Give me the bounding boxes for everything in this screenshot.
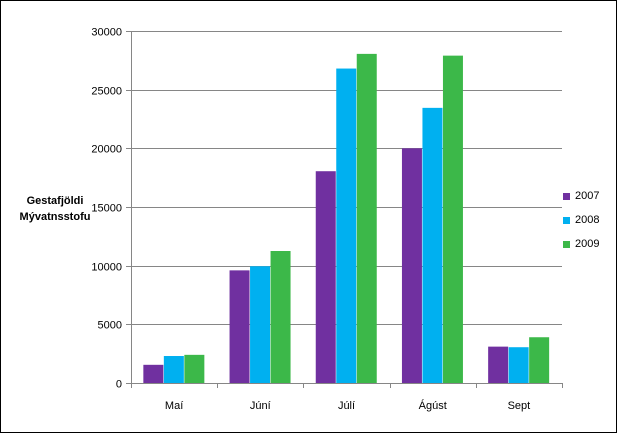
x-tick-label: Ágúst [419,399,447,412]
bar-2008-Ágúst [422,107,443,383]
legend-item-2008: 2008 [563,208,599,232]
bar-2007-Maí [143,364,164,383]
bar-2008-Júní [250,266,271,383]
x-tick-label: Maí [165,400,183,412]
bar-2008-Júlí [336,68,357,384]
bar-2009-Ágúst [442,55,463,383]
bar-2009-Júlí [356,53,377,383]
x-tick-label: Júlí [338,400,355,412]
y-tick-label: 30000 [91,27,122,39]
legend-label-2009: 2009 [575,238,600,250]
y-tick-label: 25000 [91,86,122,98]
legend-swatch-2008 [563,216,570,224]
bar-2007-Sept [488,346,509,383]
bar-2008-Maí [163,356,184,383]
y-tick-label: 20000 [91,144,122,156]
y-axis-label-line-1: Gestafjöldi [26,195,84,207]
bar-2009-Sept [529,337,550,383]
y-tick-label: 15000 [91,203,122,215]
legend-item-2009: 2009 [563,232,599,256]
y-axis-label: Gestafjöldi Mývatnsstofu [3,193,107,225]
legend-label-2008: 2008 [575,214,600,226]
legend-label-2007: 2007 [575,190,600,202]
legend-swatch-2009 [563,240,570,248]
bar-2007-Ágúst [401,148,422,383]
y-axis-label-line-2: Mývatnsstofu [19,211,91,223]
bar-2007-Júní [229,270,250,383]
bar-2009-Maí [184,354,205,383]
bar-2008-Sept [508,347,529,383]
x-tick-label: Júní [250,400,271,412]
y-tick-label: 10000 [91,262,122,274]
legend-swatch-2007 [563,192,570,200]
y-tick-label: 5000 [98,320,122,332]
bar-2009-Júní [270,251,291,383]
legend-item-2007: 2007 [563,184,599,208]
y-tick-label: 0 [116,379,122,391]
bar-2007-Júlí [315,171,336,383]
x-tick-label: Sept [508,400,531,412]
legend: 2007 2008 2009 [563,184,599,256]
